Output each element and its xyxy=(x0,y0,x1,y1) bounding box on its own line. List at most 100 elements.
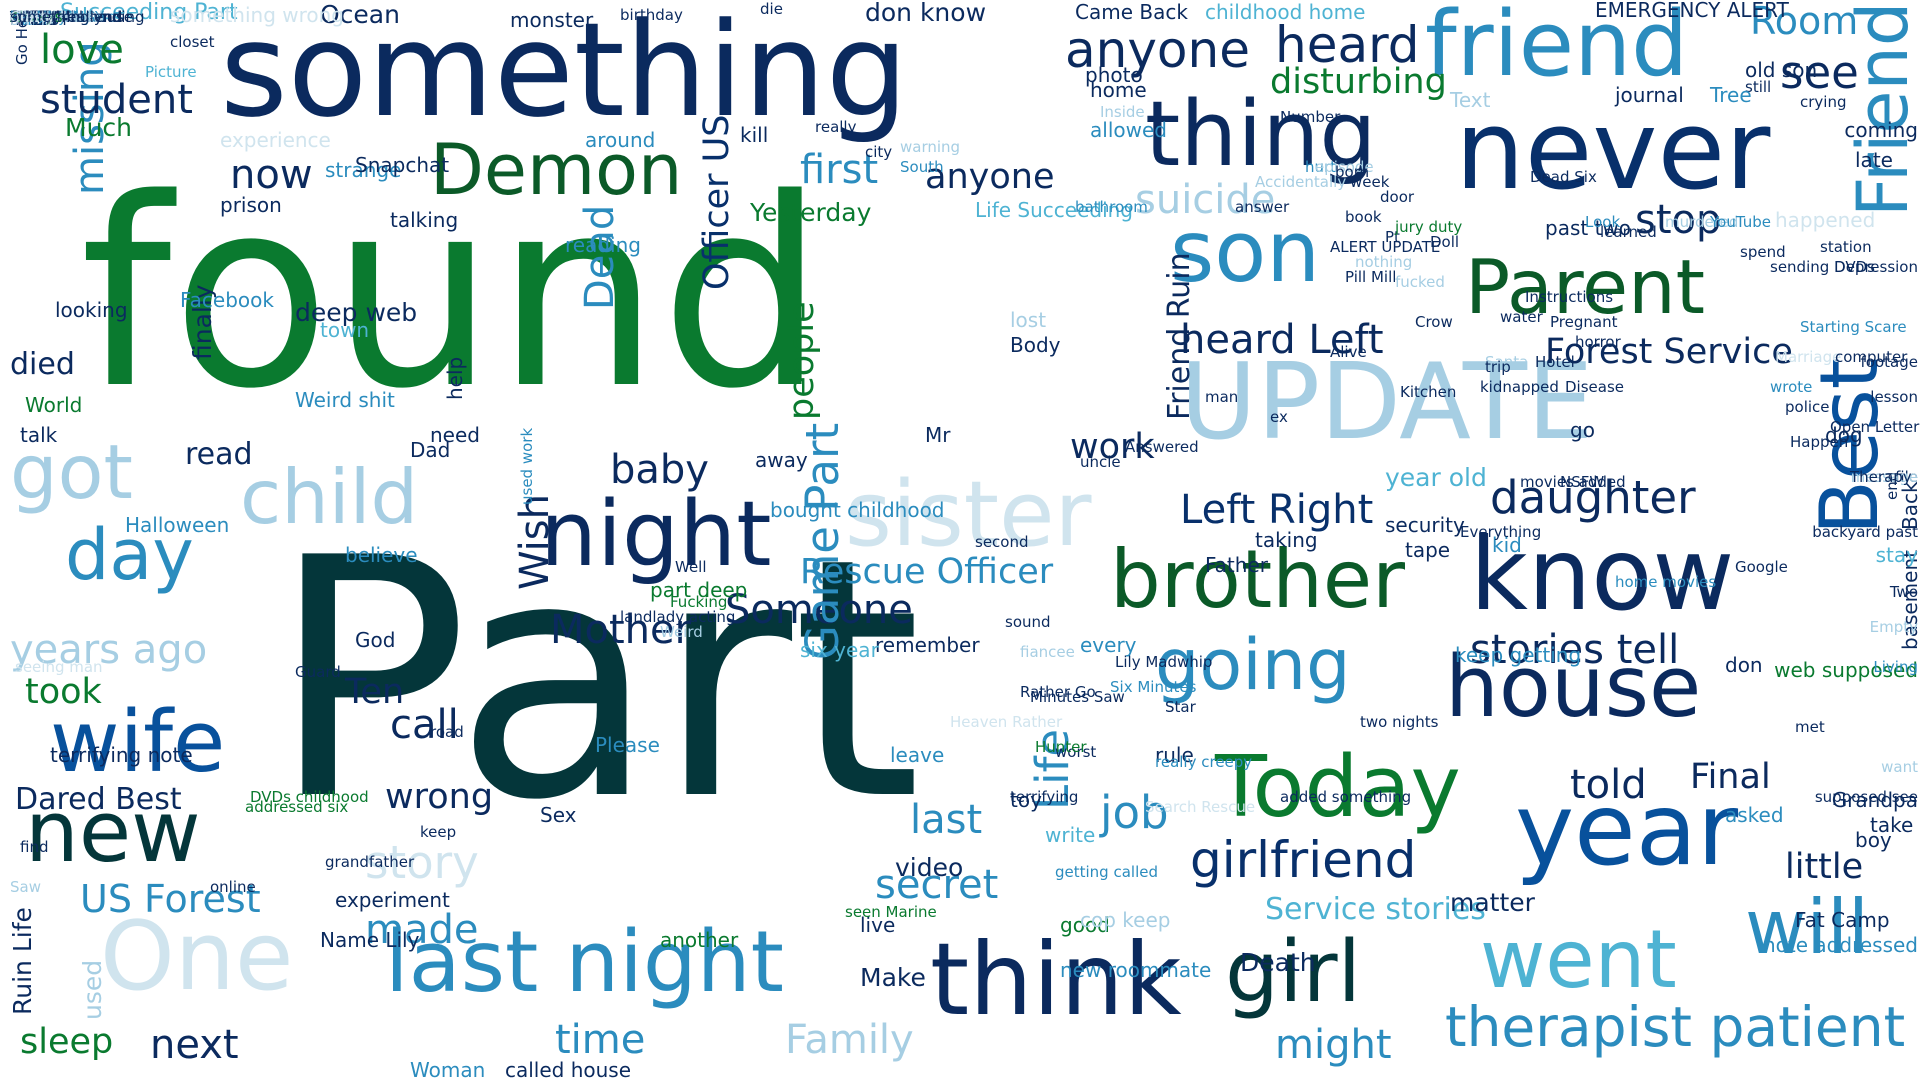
word-weird: Weird xyxy=(660,623,703,641)
word-footage: footage xyxy=(1860,353,1918,371)
word-sea: sea xyxy=(10,8,37,26)
word-died: died xyxy=(10,347,75,382)
word-dead-six: Dead Six xyxy=(1530,168,1597,186)
word-mr: Mr xyxy=(925,423,951,447)
word-sound: sound xyxy=(1005,613,1051,631)
word-love: love xyxy=(40,27,124,73)
word-stop: stop xyxy=(1635,197,1722,243)
word-really-creepy: really creepy xyxy=(1155,753,1253,771)
word-rest: rest xyxy=(10,8,39,26)
word-added-something: added something xyxy=(1280,788,1412,806)
word-stories-tell: stories tell xyxy=(1470,627,1680,673)
word-different: Different xyxy=(10,8,76,26)
word-lesson: lesson xyxy=(1870,388,1918,406)
word-terrifying: terrifying xyxy=(1010,788,1079,806)
word-star: Star xyxy=(1165,698,1196,716)
word-friend: Friend xyxy=(1842,2,1920,218)
word-black: Black xyxy=(10,8,51,26)
word-number: Number xyxy=(1280,108,1341,126)
word-never: never xyxy=(1455,86,1771,214)
word-six-year: six year xyxy=(800,638,879,662)
word-app: App xyxy=(10,8,40,26)
word-alive: Alive xyxy=(1330,343,1367,361)
word-good: good xyxy=(1060,913,1110,937)
word-knew: knew xyxy=(10,8,50,26)
word-everything: Everything xyxy=(1460,523,1542,541)
word-experiment: experiment xyxy=(335,888,450,912)
word-bought-childhood: bought childhood xyxy=(770,498,945,522)
word-rather-go: Rather Go xyxy=(1020,683,1096,701)
word-take: take xyxy=(1870,813,1914,837)
word-episode: episode xyxy=(1315,158,1374,176)
word-fiancee: fiancee xyxy=(1020,643,1075,661)
word-power: Power xyxy=(10,8,56,26)
word-six-minutes: Six Minutes xyxy=(1110,678,1197,696)
word-post: post xyxy=(10,8,43,26)
word-parent: Parent xyxy=(1465,243,1706,331)
word-therapy: Therapy xyxy=(1850,468,1912,486)
word-daughter: daughter xyxy=(1490,471,1696,524)
word-disney: Disney xyxy=(10,8,62,26)
word-school: school xyxy=(10,8,59,26)
word-story: story xyxy=(365,836,479,889)
word-longer: longer xyxy=(10,8,58,26)
word-childhood-house: childhood house xyxy=(10,8,133,26)
word-trip: trip xyxy=(1485,358,1511,376)
word-got: got xyxy=(10,428,133,516)
word-went: went xyxy=(1480,913,1677,1006)
word-girl: girl xyxy=(1225,923,1362,1022)
word-inside: Inside xyxy=(1100,103,1145,121)
word-keep-getting: keep getting xyxy=(1455,643,1582,667)
word-four: Four xyxy=(10,8,43,26)
word-wrote: wrote xyxy=(1770,378,1813,396)
word-learned: learned xyxy=(1600,223,1657,241)
word-don: don xyxy=(1725,653,1763,677)
word-santa: Santa xyxy=(1485,353,1529,371)
word-warning: warning xyxy=(900,138,961,156)
word-fucked: fucked xyxy=(1395,273,1445,291)
word-know: know xyxy=(1470,516,1735,633)
word-met: met xyxy=(1795,718,1825,736)
word-eyes: Eyes xyxy=(10,8,46,26)
word-computer: computer xyxy=(1835,348,1908,366)
word-video: video xyxy=(895,853,964,882)
word-son: son xyxy=(1170,203,1321,302)
word-emergency-alert: EMERGENCY ALERT xyxy=(1595,0,1789,22)
word-person: person xyxy=(10,8,62,26)
word-disease: Disease xyxy=(1565,378,1624,396)
word-officer-us: Officer US xyxy=(697,114,737,290)
word-body: Body xyxy=(1010,333,1061,357)
word-keep: keep xyxy=(420,823,457,841)
word-second: second xyxy=(975,533,1029,551)
word-please: Please xyxy=(595,733,660,757)
word-student: student xyxy=(40,77,193,123)
word-taking: Taking xyxy=(10,8,58,26)
word-project: Project xyxy=(10,8,62,26)
word-human: human xyxy=(10,8,63,26)
word-diary: Diary xyxy=(10,8,50,26)
word-final: Final xyxy=(1690,757,1771,797)
word-used: used xyxy=(78,959,107,1020)
word-marriage: Marriage xyxy=(1775,348,1842,366)
word-left-right: Left Right xyxy=(1180,487,1374,533)
word-think: think xyxy=(930,921,1182,1038)
word-help: help xyxy=(443,356,467,400)
word-search-rescue: Search Rescue xyxy=(1145,798,1256,816)
word-saved: Saved xyxy=(10,8,57,26)
word-dating: dating xyxy=(10,8,58,26)
word-pregnant: Pregnant xyxy=(1550,313,1618,331)
word-play: play xyxy=(10,8,42,26)
word-thing: thing xyxy=(1145,82,1377,187)
word-update: UPDATE xyxy=(1180,341,1594,463)
word-google: Google xyxy=(1735,558,1788,576)
word-took: took xyxy=(25,672,102,712)
word-snapchat: Snapchat xyxy=(355,153,450,177)
word-deepest: Deepest xyxy=(10,8,73,26)
word-fat-camp: Fat Camp xyxy=(1795,908,1890,932)
word-leave: leave xyxy=(890,743,945,767)
word-doll: Doll xyxy=(1430,233,1460,251)
word-hidden: hidden xyxy=(10,8,62,26)
word-tell: tell xyxy=(10,8,34,26)
word-last-night: last night xyxy=(385,913,784,1012)
word-mother: Mother xyxy=(550,607,692,653)
